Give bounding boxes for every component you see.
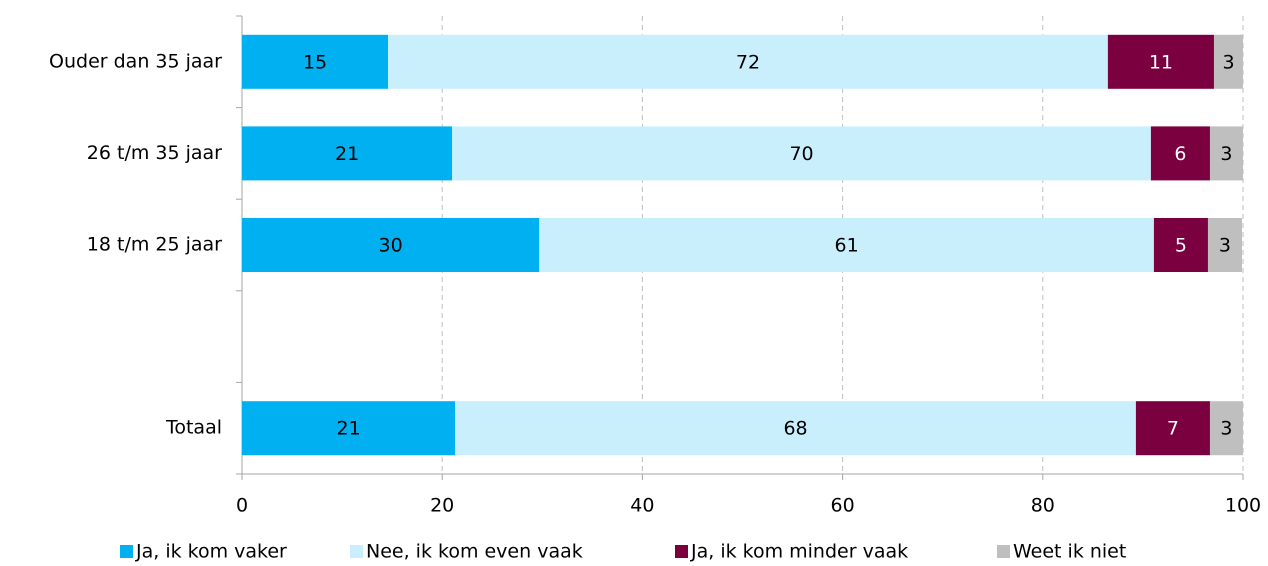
- data-label: 68: [783, 418, 807, 440]
- legend-label: Nee, ik kom even vaak: [366, 541, 583, 563]
- y-tick-label: Totaal: [165, 417, 222, 439]
- data-label: 30: [379, 235, 403, 257]
- data-label: 3: [1219, 235, 1231, 257]
- data-label: 11: [1149, 51, 1173, 73]
- x-tick-label: 40: [630, 495, 654, 517]
- data-label: 6: [1174, 143, 1186, 165]
- x-tick-label: 20: [430, 495, 454, 517]
- bar-segment: [1153, 218, 1208, 272]
- data-label: 5: [1175, 235, 1187, 257]
- bar-segment: [1107, 34, 1214, 89]
- bar-segment: [1213, 34, 1243, 89]
- bar-segment: [1207, 218, 1242, 272]
- x-tick-label: 60: [831, 495, 855, 517]
- legend-swatch: [120, 545, 133, 558]
- legend-swatch: [350, 545, 363, 558]
- bar-segment: [539, 218, 1154, 272]
- x-tick-label: 100: [1225, 495, 1261, 517]
- x-tick-label: 0: [236, 495, 248, 517]
- data-label: 3: [1222, 51, 1234, 73]
- bar-segment: [242, 126, 453, 181]
- data-label: 3: [1220, 143, 1232, 165]
- data-label: 72: [736, 51, 760, 73]
- data-label: 21: [337, 418, 361, 440]
- y-tick-label: Ouder dan 35 jaar: [49, 50, 222, 72]
- bar-segment: [452, 126, 1151, 181]
- legend-swatch: [997, 545, 1010, 558]
- data-label: 70: [789, 143, 813, 165]
- bar-segment: [1209, 126, 1243, 181]
- legend-label: Ja, ik kom minder vaak: [690, 541, 908, 563]
- bar-segment: [455, 401, 1136, 456]
- bar-segment: [1209, 401, 1243, 456]
- legend-label: Weet ik niet: [1013, 541, 1126, 563]
- y-tick-label: 18 t/m 25 jaar: [87, 234, 222, 256]
- y-tick-label: 26 t/m 35 jaar: [87, 142, 222, 164]
- x-tick-label: 80: [1031, 495, 1055, 517]
- data-label: 3: [1220, 418, 1232, 440]
- legend-swatch: [675, 545, 688, 558]
- bar-segment: [242, 34, 389, 89]
- bar-segment: [1135, 401, 1210, 456]
- data-label: 61: [835, 235, 859, 257]
- legend-label: Ja, ik kom vaker: [135, 541, 287, 563]
- bar-segment: [1150, 126, 1210, 181]
- bar-segment: [242, 218, 540, 272]
- bar-segment: [388, 34, 1108, 89]
- data-label: 21: [335, 143, 359, 165]
- data-label: 7: [1167, 418, 1179, 440]
- data-label: 15: [303, 51, 327, 73]
- bar-segment: [242, 401, 456, 456]
